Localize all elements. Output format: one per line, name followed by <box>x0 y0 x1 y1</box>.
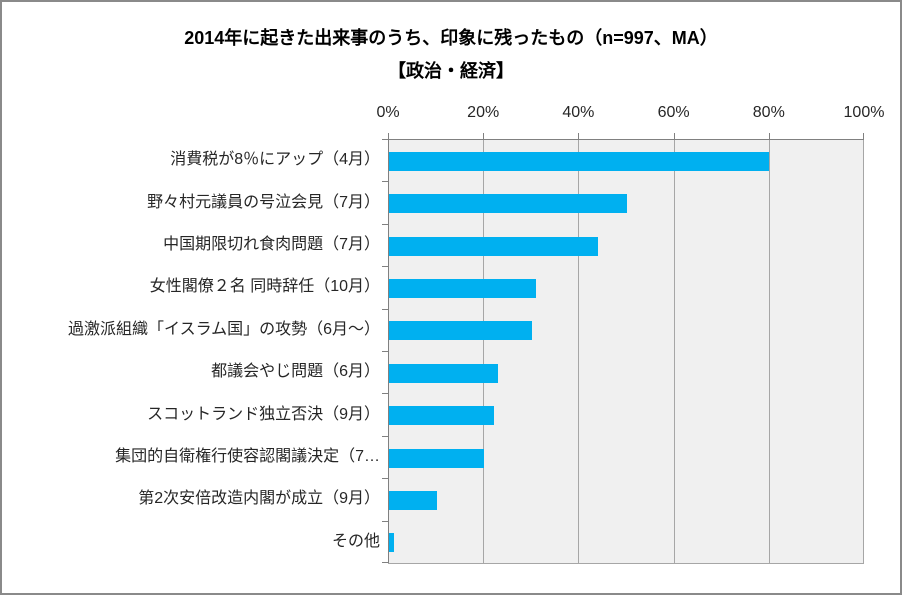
y-axis-category-label: 第2次安倍改造内閣が成立（9月） <box>138 490 380 508</box>
gridline-60 <box>673 139 675 563</box>
bar-row <box>389 194 864 214</box>
bar-other <box>389 533 394 553</box>
x-axis-tick-label: 0% <box>376 104 400 121</box>
gridline-80 <box>768 139 770 563</box>
y-axis-category-label: その他 <box>331 532 380 550</box>
bar-row <box>389 490 864 510</box>
y-axis-category-label: 都議会やじ問題（6月） <box>211 363 380 381</box>
y-axis-tick <box>382 478 388 480</box>
bar-scotland <box>389 406 494 426</box>
x-axis-tick-label: 20% <box>467 104 500 121</box>
x-axis-tick-label: 80% <box>752 104 785 121</box>
y-axis-category-label: 野々村元議員の号泣会見（7月） <box>147 193 380 211</box>
y-axis-tick <box>382 393 388 395</box>
bar-togikai-yaji <box>389 363 499 383</box>
y-axis-category-label: 消費税が8％にアップ（4月） <box>170 151 380 169</box>
y-axis-tick <box>382 139 388 140</box>
bar-row <box>389 151 864 171</box>
x-axis-tick-label: 100% <box>843 104 885 121</box>
chart-header: 2014年に起きた出来事のうち、印象に残ったもの（n=997、MA） 【政治・経… <box>2 24 900 85</box>
y-axis-tick <box>382 562 388 563</box>
plot-area <box>382 133 864 564</box>
bar-islamic-state <box>389 321 532 341</box>
bar-collective-defense <box>389 448 484 468</box>
y-axis-tick <box>382 223 388 225</box>
y-axis-tick <box>382 181 388 183</box>
bar-row <box>389 533 864 553</box>
bar-abe-cabinet <box>389 490 437 510</box>
y-axis-line <box>388 139 389 563</box>
x-axis-tick <box>673 133 675 139</box>
y-axis-tick <box>382 520 388 522</box>
x-axis-tick <box>863 133 864 139</box>
y-axis-category-label: 女性閣僚２名 同時辞任（10月） <box>149 278 380 296</box>
bar-row <box>389 321 864 341</box>
y-axis-category-label: スコットランド独立否決（9月） <box>147 405 380 423</box>
y-axis-category-label: 集団的自衛権行使容認閣議決定（7… <box>115 448 380 465</box>
gridline-40 <box>578 139 580 563</box>
bar-row <box>389 406 864 426</box>
bar-ministers-resign <box>389 278 537 298</box>
y-axis-tick <box>382 266 388 268</box>
x-axis-tick-label: 60% <box>657 104 690 121</box>
x-axis-tick <box>578 133 580 139</box>
chart-subtitle: 【政治・経済】 <box>388 61 514 81</box>
y-axis-category-label: 過激派組織「イスラム国」の攻勢（6月～） <box>68 320 380 338</box>
x-axis-tick-label: 40% <box>562 104 595 121</box>
x-axis-tick <box>483 133 485 139</box>
bar-row <box>389 448 864 468</box>
bar-row <box>389 363 864 383</box>
y-axis-tick <box>382 351 388 352</box>
gridline-20 <box>483 139 485 563</box>
bar-row <box>389 278 864 298</box>
bar-nonomura <box>389 194 627 214</box>
x-axis-tick <box>388 133 389 139</box>
x-axis-tick <box>768 133 770 139</box>
bar-china-meat <box>389 236 598 256</box>
gridline-100 <box>863 139 864 563</box>
y-axis-tick <box>382 308 388 310</box>
y-axis-category-label: 中国期限切れ食肉問題（7月） <box>163 236 380 253</box>
y-axis-tick <box>382 435 388 437</box>
bar-row <box>389 236 864 256</box>
chart-title: 2014年に起きた出来事のうち、印象に残ったもの（n=997、MA） <box>184 28 718 48</box>
x-axis-line <box>388 139 864 140</box>
bar-consumption-tax <box>389 151 769 171</box>
